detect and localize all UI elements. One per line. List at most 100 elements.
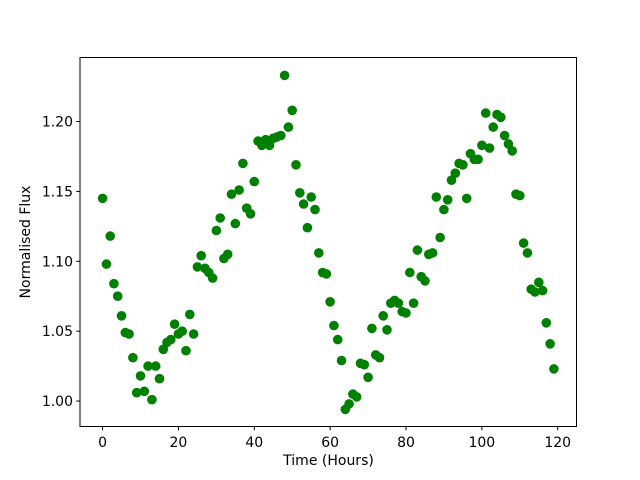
scatter-point <box>420 276 430 286</box>
scatter-point <box>306 192 317 202</box>
y-tick-label: 1.05 <box>42 324 73 340</box>
x-tick-label: 20 <box>170 435 188 451</box>
scatter-point <box>515 190 525 201</box>
scatter-point <box>442 195 453 205</box>
scatter-point <box>109 278 119 289</box>
scatter-point <box>488 122 499 132</box>
scatter-point <box>105 231 115 241</box>
x-axis-label: Time (Hours) <box>283 453 374 469</box>
x-tick-label: 0 <box>98 435 107 451</box>
scatter-point <box>169 319 180 330</box>
scatter-point <box>226 189 237 199</box>
scatter-point <box>230 218 241 229</box>
scatter-point <box>150 361 161 371</box>
scatter-point <box>238 158 248 169</box>
scatter-point <box>507 146 517 156</box>
scatter-point <box>344 399 354 409</box>
scatter-point <box>291 160 301 170</box>
plot-border <box>79 57 577 427</box>
scatter-point <box>363 372 373 383</box>
x-tick-label: 60 <box>321 435 339 451</box>
scatter-point <box>302 222 313 233</box>
scatter-point <box>234 185 244 195</box>
scatter-point <box>427 248 438 258</box>
scatter-point <box>332 334 343 345</box>
scatter-point <box>518 238 529 248</box>
scatter-point <box>131 387 142 398</box>
scatter-point <box>412 245 423 255</box>
scatter-point <box>461 193 472 204</box>
scatter-point <box>192 262 203 272</box>
scatter-point <box>196 250 206 261</box>
scatter-point <box>405 267 415 278</box>
scatter-point <box>276 130 286 141</box>
scatter-point <box>124 329 134 339</box>
scatter-point <box>264 140 275 151</box>
scatter-point <box>530 287 540 297</box>
scatter-point <box>537 285 548 296</box>
y-tick-label: 1.15 <box>42 184 73 200</box>
x-tick-label: 40 <box>245 435 263 451</box>
scatter-point <box>139 386 150 397</box>
scatter-point <box>408 298 419 309</box>
scatter-point <box>295 188 305 198</box>
y-axis-label: Normalised Flux <box>18 185 34 299</box>
scatter-point <box>147 394 157 405</box>
scatter-point <box>401 308 411 318</box>
scatter-point <box>298 199 309 209</box>
y-tick-label: 1.00 <box>42 394 73 410</box>
scatter-point <box>378 311 389 321</box>
scatter-point <box>351 392 362 402</box>
scatter-point <box>283 122 294 132</box>
scatter-point <box>393 298 404 309</box>
scatter-point <box>188 329 199 339</box>
scatter-point <box>374 352 385 363</box>
scatter-point <box>222 249 233 260</box>
scatter-point <box>310 204 320 215</box>
scatter-point <box>329 320 339 331</box>
scatter-point <box>499 130 510 141</box>
scatter-point <box>154 373 165 384</box>
x-tick-label: 120 <box>544 435 571 451</box>
scatter-point <box>435 232 445 243</box>
scatter-point <box>185 309 195 320</box>
scatter-point <box>359 359 370 370</box>
x-tick-label: 80 <box>397 435 415 451</box>
scatter-point <box>367 323 377 334</box>
scatter-point <box>450 168 461 178</box>
scatter-point <box>143 361 153 371</box>
scatter-point <box>135 371 146 381</box>
scatter-point <box>97 193 108 204</box>
scatter-point <box>314 248 324 258</box>
scatter-point <box>484 143 495 153</box>
y-tick-label: 1.10 <box>42 254 73 270</box>
scatter-point <box>458 160 468 170</box>
scatter-point <box>211 225 222 236</box>
scatter-point <box>522 248 533 258</box>
scatter-point <box>207 273 218 283</box>
scatter-point <box>279 70 290 81</box>
scatter-point <box>321 269 332 279</box>
scatter-point <box>549 364 559 374</box>
scatter-point <box>245 209 256 219</box>
x-tick-label: 100 <box>468 435 495 451</box>
scatter-point <box>534 277 544 288</box>
scatter-point <box>473 154 483 165</box>
scatter-point <box>439 204 449 215</box>
scatter-point <box>112 291 123 302</box>
scatter-point <box>215 213 225 223</box>
scatter-point <box>116 311 127 321</box>
y-tick-label: 1.20 <box>42 115 73 131</box>
scatter-point <box>382 325 392 335</box>
scatter-point <box>177 326 187 337</box>
scatter-point <box>503 139 514 149</box>
scatter-point <box>336 355 347 366</box>
scatter-point <box>480 108 491 118</box>
scatter-point <box>446 175 457 185</box>
scatter-point <box>181 345 191 356</box>
scatter-point <box>545 339 555 349</box>
scatter-point <box>541 318 552 328</box>
scatter-point <box>128 352 138 363</box>
